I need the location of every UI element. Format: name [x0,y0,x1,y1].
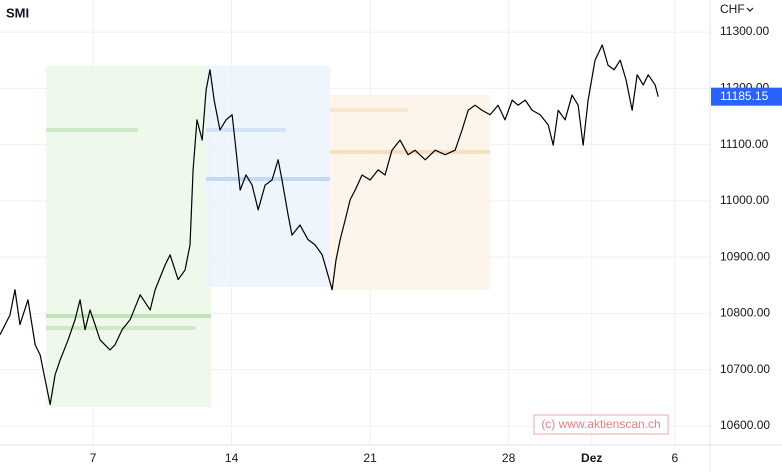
profile-zone [206,66,330,287]
y-tick-label: 10600.00 [720,418,770,432]
currency[interactable]: CHF [720,2,745,16]
chevron [746,7,754,12]
chart-title: SMI [6,5,29,20]
profile-bar [46,128,138,132]
profile-bar [46,326,196,330]
profile-bar [46,314,211,318]
x-tick-label: 6 [671,451,678,465]
x-tick-label: 21 [363,451,377,465]
price-line [0,44,659,406]
x-tick-label: 7 [90,451,97,465]
profile-zone [46,66,211,407]
y-tick-label: 11300.00 [720,24,769,38]
watermark: (c) www.aktienscan.ch [541,417,660,431]
y-tick-label: 10900.00 [720,249,770,263]
y-tick-label: 11100.00 [720,137,769,151]
volume-profiles [46,66,490,407]
profile-bar [330,108,408,112]
x-tick-label: Dez [581,451,602,465]
profile-bar [330,150,490,154]
price-tag [711,87,782,106]
watermark-box [533,414,669,435]
profile-bar [206,177,330,181]
y-tick-label: 10800.00 [720,306,770,320]
y-tick-label: 11000.00 [720,193,769,207]
x-tick-label: 28 [502,451,516,465]
y-tick-label: 10700.00 [720,362,770,376]
x-tick-label: 14 [225,451,239,465]
price-tag-label: 11185.15 [720,89,769,103]
profile-bar [206,128,286,132]
